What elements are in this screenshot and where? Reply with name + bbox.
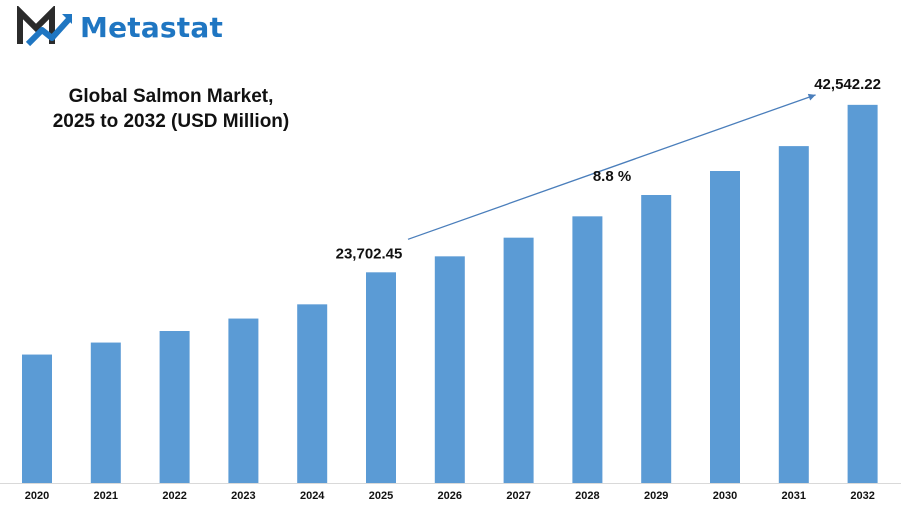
- bar-2026: [434, 256, 465, 483]
- x-tick-label: 2026: [438, 490, 462, 502]
- bar-2027: [503, 237, 534, 483]
- data-label-2032: 42,542.22: [814, 76, 881, 93]
- x-tick-label: 2022: [162, 490, 186, 502]
- x-tick-label: 2020: [25, 490, 49, 502]
- growth-arrow-line: [407, 94, 816, 240]
- x-tick-label: 2021: [94, 490, 118, 502]
- chart-title: Global Salmon Market, 2025 to 2032 (USD …: [36, 84, 306, 134]
- metastat-logo-icon: [17, 6, 73, 47]
- bar-2029: [641, 195, 672, 483]
- bar-2023: [228, 318, 259, 483]
- x-tick-label: 2023: [231, 490, 255, 502]
- bar-2022: [159, 331, 190, 483]
- x-tick-label: 2028: [575, 490, 599, 502]
- data-label-2025: 23,702.45: [336, 245, 403, 262]
- bar-2032: [847, 104, 878, 484]
- brand-name: Metastat: [80, 10, 224, 44]
- bar-2028: [572, 216, 603, 484]
- x-tick-label: 2030: [713, 490, 737, 502]
- x-tick-label: 2031: [782, 490, 806, 502]
- cagr-label: 8.8 %: [593, 168, 631, 185]
- x-tick-label: 2025: [369, 490, 393, 502]
- bar-2030: [710, 171, 740, 483]
- x-tick-label: 2032: [850, 490, 874, 502]
- growth-arrow-head: [807, 93, 816, 101]
- bar-2031: [778, 146, 809, 483]
- x-tick-label: 2024: [300, 490, 325, 502]
- bar-2020: [22, 354, 52, 483]
- x-tick-label: 2027: [506, 490, 530, 502]
- bar-2024: [297, 304, 328, 483]
- x-tick-label: 2029: [644, 490, 668, 502]
- brand-logo: Metastat: [16, 6, 223, 48]
- chart-title-line-2: 2025 to 2032 (USD Million): [52, 111, 290, 132]
- chart-title-line-1: Global Salmon Market,: [68, 86, 274, 107]
- bar-2021: [90, 342, 121, 483]
- bar-2025: [366, 272, 396, 483]
